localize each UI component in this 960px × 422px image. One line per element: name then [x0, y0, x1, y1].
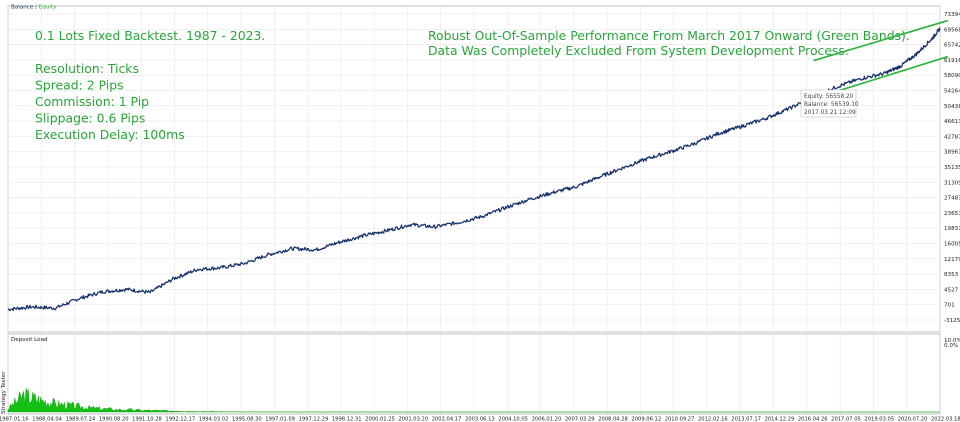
legend-separator: /	[33, 5, 38, 11]
legend-equity: Equity	[39, 5, 57, 11]
deposit-load-title: Deposit Load	[11, 337, 48, 343]
annotation-line: Spread: 2 Pips	[35, 78, 124, 93]
annotation-line: Resolution: Ticks	[35, 61, 139, 76]
y-tick-label: 69568	[944, 27, 960, 33]
x-tick-label: 1988.04.04	[32, 417, 62, 422]
data-tooltip: Equity: 56558.20 Balance: 56539.10 2017.…	[800, 89, 859, 118]
x-axis-labels: 1987.01.16 1988.04.04 1989.07.24 1990.08.20…	[0, 417, 960, 422]
x-tick-label: 2019.03.05	[864, 417, 894, 422]
y-tick-label: 61916	[944, 58, 960, 64]
x-tick-label: 1991.10.28	[132, 417, 162, 422]
annotation-line: 0.1 Lots Fixed Backtest. 1987 - 2023.	[35, 28, 265, 43]
strategy-tester-side-label: Strategy Tester	[1, 371, 7, 414]
y-axis-labels: 73394 69568 65742 61916 58090 54264 50438 46613…	[944, 12, 960, 324]
tooltip-date: 2017.03.21 12:09	[804, 110, 856, 116]
annotation-line: Data Was Completely Excluded From System…	[428, 43, 849, 58]
x-tick-label: 2008.04.28	[598, 417, 628, 422]
y-tick-label: 46613	[944, 119, 960, 125]
annotation-right: Robust Out-Of-Sample Performance From Ma…	[428, 28, 910, 58]
y-tick-label: 8353	[944, 272, 959, 278]
deposit-load-y-tick: 0.0%	[944, 343, 958, 349]
y-tick-label: 27483	[944, 196, 960, 202]
x-tick-label: 2022.03.18	[931, 417, 960, 422]
tooltip-balance: Balance: 56539.10	[804, 102, 859, 108]
x-tick-label: 2006.01.20	[532, 417, 562, 422]
x-tick-label: 2003.06.13	[465, 417, 495, 422]
y-tick-label: 65742	[944, 43, 960, 49]
annotation-line: Commission: 1 Pip	[35, 94, 149, 109]
annotation-left: 0.1 Lots Fixed Backtest. 1987 - 2023. Res…	[35, 28, 265, 142]
x-tick-label: 1998.12.31	[332, 417, 362, 422]
x-tick-label: 2010.09.27	[665, 417, 695, 422]
x-tick-label: 2000.01.25	[365, 417, 395, 422]
green-band-line	[813, 19, 949, 62]
y-tick-label: 73394	[944, 12, 960, 18]
deposit-load-area	[7, 387, 940, 413]
y-tick-label: 31309	[944, 180, 960, 186]
deposit-load-grid	[7, 334, 941, 414]
x-tick-label: 2001.03.20	[398, 417, 428, 422]
y-tick-label: 701	[944, 303, 955, 309]
deposit-load-y-labels: 10.0%0.0%	[944, 338, 960, 349]
x-tick-label: 2009.06.12	[631, 417, 661, 422]
x-tick-label: 2020.07.20	[898, 417, 928, 422]
x-tick-label: 2007.03.29	[565, 417, 595, 422]
x-tick-label: 1990.08.20	[99, 417, 129, 422]
y-tick-label: 38961	[944, 150, 960, 156]
annotation-line: Slippage: 0.6 Pips	[35, 111, 145, 126]
deposit-load-y-tick: 10.0%	[944, 338, 960, 344]
x-tick-label: 1995.08.30	[232, 417, 262, 422]
y-tick-label: 42787	[944, 134, 960, 140]
x-tick-label: 2004.10.05	[498, 417, 528, 422]
x-tick-label: 1992.12.17	[165, 417, 195, 422]
annotation-line: Robust Out-Of-Sample Performance From Ma…	[428, 28, 910, 43]
x-tick-label: 2014.12.29	[765, 417, 795, 422]
x-tick-label: 1997.12.29	[299, 417, 329, 422]
x-tick-label: 2013.07.17	[731, 417, 761, 422]
y-tick-label: 4527	[944, 287, 959, 293]
y-tick-label: 12179	[944, 257, 960, 263]
x-tick-label: 1994.03.02	[199, 417, 229, 422]
y-tick-label: 58090	[944, 73, 960, 79]
x-tick-label: 2017.07.05	[831, 417, 861, 422]
x-tick-label: 1987.01.16	[0, 417, 29, 422]
y-tick-label: 16005	[944, 242, 960, 248]
x-tick-label: 2002.04.17	[432, 417, 462, 422]
x-tick-label: 2012.02.16	[698, 417, 728, 422]
y-tick-label: 54264	[944, 89, 960, 95]
annotation-line: Execution Delay: 100ms	[35, 127, 185, 142]
tooltip-equity: Equity: 56558.20	[804, 94, 854, 100]
x-tick-label: 2016.04.26	[798, 417, 828, 422]
legend-balance: Balance	[11, 5, 34, 11]
y-tick-label: -3125	[944, 318, 960, 324]
y-tick-label: 35135	[944, 165, 960, 171]
chart-legend: Balance / Equity	[11, 5, 57, 11]
x-tick-label: 1997.01.09	[265, 417, 295, 422]
main-grid	[7, 6, 941, 332]
x-tick-label: 1989.07.24	[66, 417, 96, 422]
y-tick-label: 23657	[944, 211, 960, 217]
y-tick-label: 50438	[944, 104, 960, 110]
